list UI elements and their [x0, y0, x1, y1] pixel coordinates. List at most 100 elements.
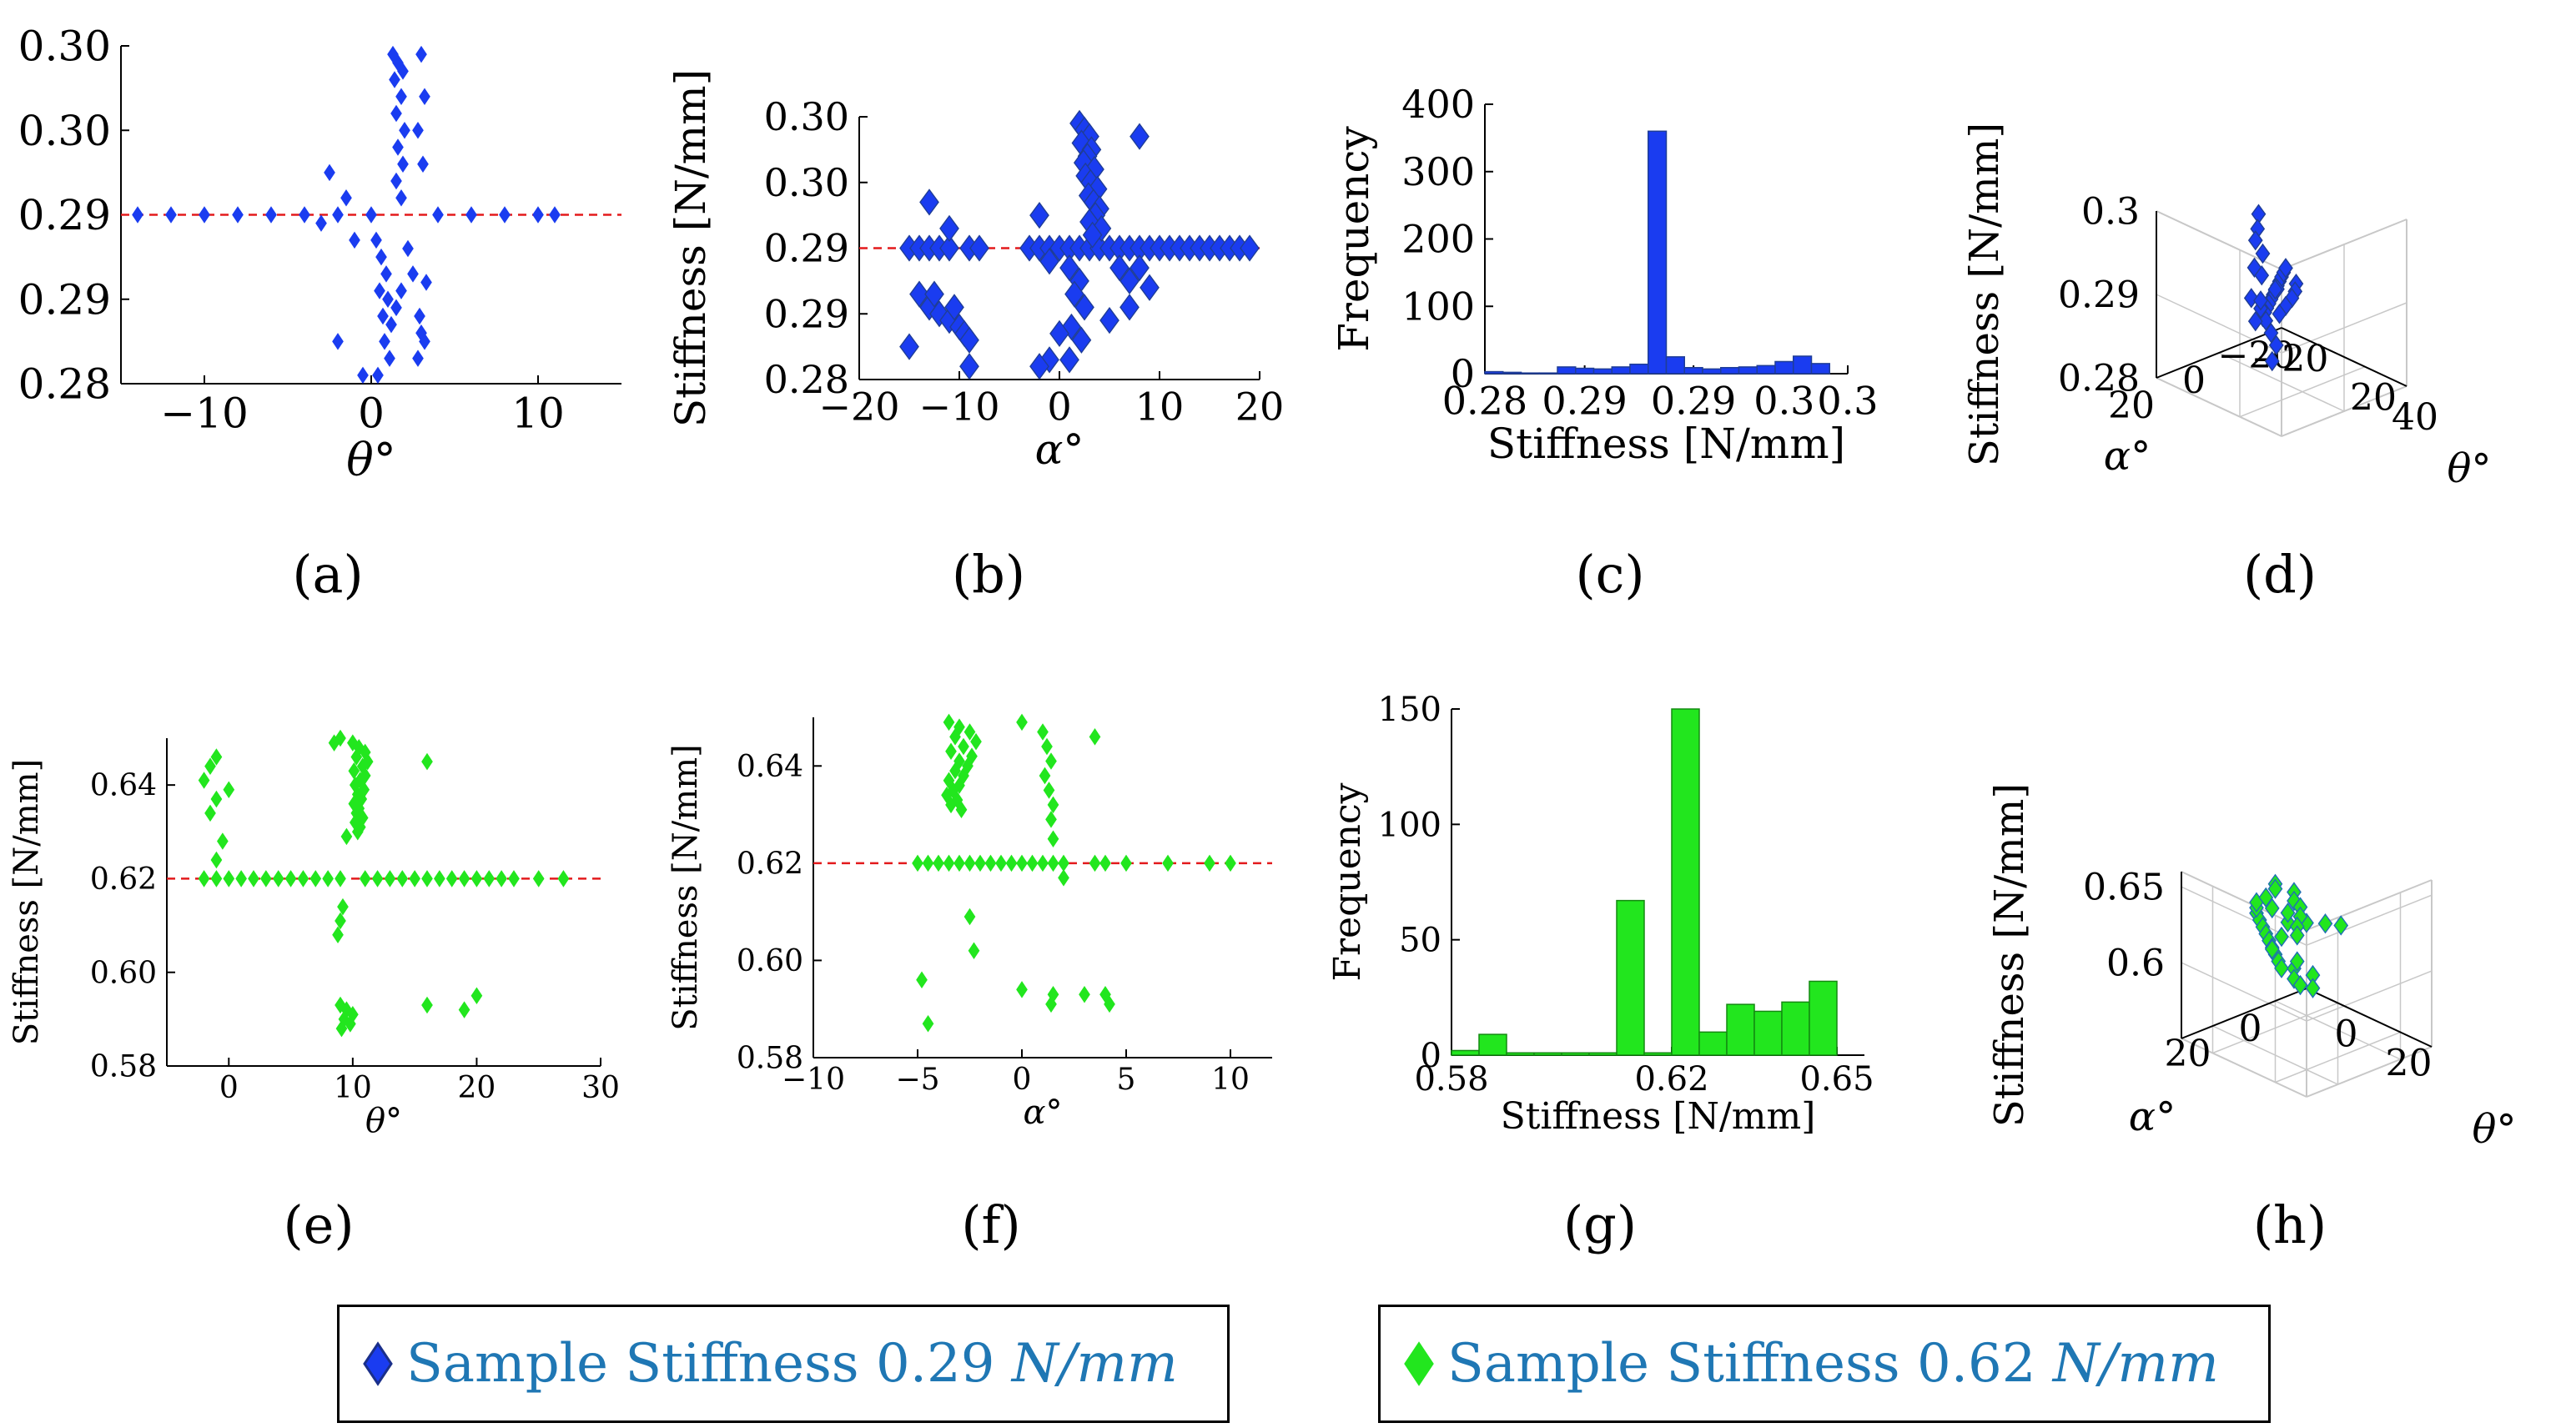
x-tick-label-a: 0	[358, 390, 385, 438]
data-point-a	[384, 349, 395, 367]
data-point-a	[395, 189, 407, 207]
data-point-a	[417, 155, 429, 173]
data-point-b	[1029, 353, 1049, 380]
x-axis-label-f: α°	[1023, 1094, 1062, 1132]
y-tick-label-c: 400	[1401, 82, 1475, 127]
data-point-e	[198, 772, 210, 789]
data-point-a	[419, 333, 430, 350]
data-point-e	[532, 870, 545, 887]
data-point-f	[963, 723, 976, 741]
x-tick-label-c: 0.28	[1442, 378, 1527, 423]
data-point-f	[1162, 854, 1174, 872]
data-point-a	[412, 121, 424, 139]
x-tick-label-f: 5	[1117, 1063, 1136, 1097]
data-point-e	[445, 870, 458, 887]
data-point-f	[1225, 854, 1236, 872]
y-axis-h	[2181, 988, 2307, 1039]
x-axis-label-g: Stiffness [N/mm]	[1501, 1095, 1816, 1138]
data-point-b	[924, 280, 944, 308]
data-point-e	[297, 870, 309, 887]
data-point-e	[470, 870, 483, 887]
data-point-d	[2264, 350, 2280, 372]
data-point-f	[943, 854, 955, 872]
data-point-h	[2274, 926, 2289, 948]
data-point-e	[260, 870, 272, 887]
legend-unit-green: N/mm	[2052, 1333, 2219, 1395]
data-point-d	[2272, 304, 2287, 324]
data-point-a	[265, 206, 277, 224]
data-point-b	[1029, 201, 1049, 229]
data-point-f	[1045, 752, 1057, 770]
histogram-bar-c	[1665, 356, 1685, 375]
data-point-f	[963, 908, 976, 926]
data-point-b	[1140, 274, 1160, 301]
histogram-bar-g	[1533, 1052, 1562, 1056]
data-point-f	[1043, 782, 1055, 799]
data-point-f	[1099, 854, 1111, 872]
data-point-f	[922, 1014, 934, 1033]
data-point-e	[496, 870, 507, 887]
data-point-f	[933, 854, 944, 872]
histogram-bar-c	[1738, 366, 1758, 375]
data-point-a	[392, 138, 404, 156]
data-point-b	[939, 234, 959, 262]
data-point-f	[912, 854, 923, 872]
data-point-e	[434, 870, 445, 887]
x-axis-label-a: θ°	[346, 434, 396, 486]
data-point-e	[284, 870, 297, 887]
data-point-e	[458, 870, 470, 887]
z-tick-label-h: 0.65	[2083, 867, 2165, 909]
histogram-bar-c	[1648, 130, 1668, 375]
data-point-a	[132, 206, 143, 224]
data-point-e	[371, 870, 384, 887]
panel-label-a: (a)	[292, 544, 363, 605]
y-tick-label-f: 0.64	[737, 750, 803, 784]
data-point-b	[959, 326, 979, 354]
data-point-b	[1082, 221, 1103, 249]
x-tick-label-h: 0	[2335, 1013, 2358, 1056]
data-point-f	[1045, 995, 1057, 1013]
data-point-f	[1058, 854, 1069, 872]
data-point-a	[420, 274, 432, 291]
data-point-f	[963, 854, 976, 872]
data-point-a	[382, 290, 394, 309]
data-point-a	[375, 248, 387, 266]
histogram-bar-c	[1520, 372, 1540, 375]
data-point-e	[198, 870, 210, 887]
y-tick-label-a: 0.29	[18, 191, 111, 239]
data-point-a	[402, 239, 414, 258]
data-point-d	[2267, 279, 2283, 300]
y-axis-label-e: Stiffness [N/mm]	[8, 759, 46, 1045]
data-point-a	[332, 206, 344, 224]
y-tick-label-f: 0.62	[737, 847, 803, 881]
legend-label-green: Sample Stiffness 0.62 N/mm	[1447, 1333, 2219, 1395]
grid-line-h	[2306, 894, 2433, 946]
data-point-d	[2258, 310, 2274, 331]
data-point-h	[2305, 978, 2321, 998]
data-point-b	[1059, 346, 1079, 374]
data-point-a	[395, 282, 407, 299]
data-point-f	[953, 854, 965, 872]
legend-unit-blue: N/mm	[1011, 1333, 1178, 1395]
histogram-bar-c	[1502, 371, 1522, 375]
histogram-bar-g	[1753, 1010, 1783, 1056]
data-point-f	[968, 942, 980, 960]
data-point-h	[2258, 887, 2274, 908]
data-point-e	[223, 870, 235, 887]
y-tick-label-a: 0.29	[18, 275, 111, 324]
data-point-f	[1204, 854, 1215, 872]
data-point-f	[1047, 854, 1059, 872]
grid-line-d	[2156, 377, 2282, 437]
data-point-e	[272, 870, 284, 887]
z-axis-label-d: Stiffness [N/mm]	[1961, 123, 2008, 466]
data-point-f	[1016, 713, 1028, 732]
x-tick-label-f: −10	[782, 1063, 845, 1097]
data-point-a	[385, 315, 397, 334]
data-point-e	[421, 870, 433, 887]
data-point-e	[210, 790, 223, 808]
y-tick-label-g: 100	[1378, 806, 1441, 844]
histogram-bar-c	[1774, 360, 1794, 375]
data-point-e	[345, 1015, 356, 1033]
histogram-bar-c	[1557, 366, 1577, 375]
